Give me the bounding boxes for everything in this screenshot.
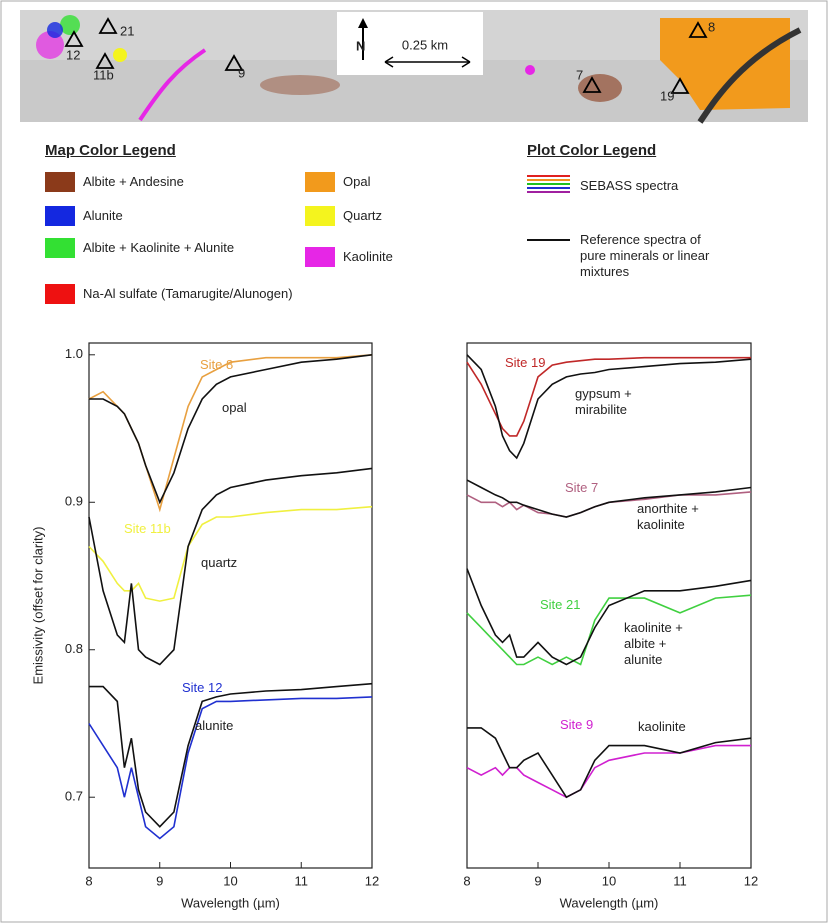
curve-label: anorthite + kaolinite — [637, 501, 707, 533]
frame — [1, 1, 827, 922]
scale-label: 0.25 km — [402, 37, 448, 52]
x-tick-label: 10 — [223, 873, 237, 888]
legend-label: Kaolinite — [343, 249, 603, 265]
y-tick-label: 1.0 — [65, 346, 83, 361]
site-label: 19 — [660, 88, 674, 103]
y-tick-label: 0.7 — [65, 789, 83, 804]
legend-swatch — [45, 238, 75, 258]
legend-swatch — [45, 206, 75, 226]
curve-label: quartz — [201, 555, 261, 571]
x-axis-label: Wavelength (µm) — [560, 895, 659, 910]
x-axis-label: Wavelength (µm) — [181, 895, 280, 910]
curve-label: Site 19 — [505, 355, 565, 371]
alunite-area — [47, 22, 63, 38]
curve-label: kaolinite + albite + alunite — [624, 620, 686, 668]
legend-label: Na-Al sulfate (Tamarugite/Alunogen) — [83, 286, 343, 302]
site-label: 11b — [93, 67, 114, 82]
quartz-area — [113, 48, 127, 62]
albite-area — [578, 74, 622, 102]
spectrum — [89, 684, 372, 827]
x-tick-label: 10 — [602, 873, 616, 888]
spectrum — [467, 746, 751, 798]
legend-swatch — [305, 247, 335, 267]
legend-swatch — [305, 206, 335, 226]
mixture-area — [60, 15, 80, 35]
site-label: 7 — [576, 67, 583, 82]
spectrum — [89, 355, 372, 510]
site-label: 9 — [238, 65, 245, 80]
curve-label: gypsum + mirabilite — [575, 386, 660, 418]
site-label: 12 — [66, 47, 80, 62]
x-tick-label: 11 — [673, 873, 687, 888]
legend-swatch — [305, 172, 335, 192]
x-tick-label: 12 — [744, 873, 758, 888]
curve-label: Site 7 — [565, 480, 625, 496]
kaolinite-area — [525, 65, 535, 75]
spectrum — [467, 728, 751, 797]
x-tick-label: 9 — [156, 873, 163, 888]
figure: N 0.25 km 21 12 11b 9 7 8 19 8 9 10 11 12 1.0 0.9 0.8 0… — [0, 0, 828, 923]
x-tick-label: 11 — [295, 873, 309, 888]
x-tick-label: 12 — [365, 873, 379, 888]
north-label: N — [356, 38, 365, 53]
plot-legend-title: Plot Color Legend — [527, 142, 656, 159]
legend-swatch — [45, 172, 75, 192]
spectrum — [89, 355, 372, 503]
curve-label: alunite — [195, 718, 255, 734]
x-tick-label: 8 — [463, 873, 470, 888]
x-tick-label: 9 — [534, 873, 541, 888]
plot-frame — [89, 343, 372, 868]
map: N 0.25 km — [20, 10, 808, 122]
legend-label: Alunite — [83, 208, 343, 224]
legend-swatch — [45, 284, 75, 304]
curve-label: Site 8 — [200, 357, 260, 373]
x-tick-label: 8 — [85, 873, 92, 888]
curve-label: Site 9 — [560, 717, 620, 733]
site-label: 8 — [708, 19, 715, 34]
legend-label: Opal — [343, 174, 603, 190]
albite-area — [260, 75, 340, 95]
legend-label: SEBASS spectra — [580, 178, 710, 194]
figure-canvas: N 0.25 km 21 12 11b 9 7 8 19 8 9 10 11 12 1.0 0.9 0.8 0… — [0, 0, 828, 923]
curve-label: Site 11b — [124, 521, 184, 537]
site-label: 21 — [120, 23, 134, 38]
curve-label: Site 21 — [540, 597, 600, 613]
legend-label: Albite + Andesine — [83, 174, 343, 190]
legend-label: Reference spectra of pure minerals or li… — [580, 232, 710, 280]
spectrum — [467, 569, 751, 665]
y-tick-label: 0.9 — [65, 494, 83, 509]
curve-label: Site 12 — [182, 680, 242, 696]
legend-label: Quartz — [343, 208, 603, 224]
curve-label: kaolinite — [638, 719, 708, 735]
curve-label: opal — [222, 400, 282, 416]
legend-label: Albite + Kaolinite + Alunite — [83, 240, 253, 256]
map-legend-title: Map Color Legend — [45, 142, 176, 159]
y-axis-label: Emissivity (offset for clarity) — [30, 527, 45, 685]
y-tick-label: 0.8 — [65, 641, 83, 656]
